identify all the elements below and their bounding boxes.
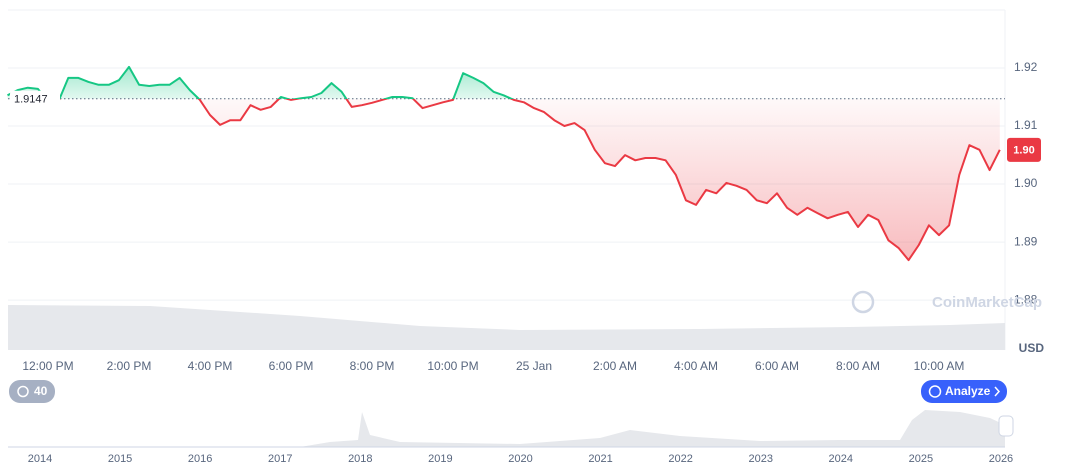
navigator-year: 2022 — [668, 453, 692, 465]
navigator-year: 2017 — [268, 453, 292, 465]
navigator-year: 2026 — [989, 453, 1013, 465]
badge-text[interactable]: 40 — [34, 384, 48, 398]
watermark: CoinMarketCap — [932, 294, 1042, 311]
analyze-icon[interactable] — [928, 385, 942, 398]
volume-area — [8, 305, 1005, 350]
navigator-year: 2018 — [348, 453, 372, 465]
badge[interactable]: 40 — [9, 380, 55, 403]
x-tick-label: 10:00 AM — [914, 359, 965, 373]
navigator-years: 2014 2015 2016 2017 2018 2019 2020 2021 2022 2023… — [28, 453, 1013, 465]
y-unit: USD — [1019, 341, 1045, 355]
area-fill — [7, 66, 1000, 261]
y-tick-label: 1.89 — [1014, 234, 1038, 248]
analyze-bg[interactable] — [921, 380, 1007, 403]
x-tick-label: 4:00 PM — [188, 359, 233, 373]
navigator-year: 2016 — [188, 453, 212, 465]
analyze-button[interactable]: Analyze — [921, 380, 1007, 403]
x-tick-label: 6:00 PM — [269, 359, 314, 373]
navigator-year: 2025 — [909, 453, 933, 465]
analyze-chevron[interactable] — [994, 386, 1001, 397]
navigator-handle[interactable] — [998, 415, 1014, 437]
y-tick-label: 1.91 — [1014, 118, 1038, 132]
y-tick-label: 1.92 — [1014, 60, 1038, 74]
price-tag — [1007, 137, 1041, 162]
navigator-year: 2023 — [748, 453, 772, 465]
watermark-logo — [851, 290, 875, 314]
price-tag-label: 1.90 — [1013, 145, 1034, 157]
analyze-text[interactable]: Analyze — [945, 384, 991, 398]
x-tick-label: 2:00 PM — [107, 359, 152, 373]
x-tick-label: 25 Jan — [516, 359, 552, 373]
navigator-year: 2021 — [588, 453, 612, 465]
x-tick-label: 2:00 AM — [593, 359, 637, 373]
badge-bg[interactable] — [9, 380, 55, 403]
badge-icon[interactable] — [17, 385, 29, 398]
navigator-year: 2014 — [28, 453, 52, 465]
navigator-year: 2020 — [508, 453, 532, 465]
x-tick-label: 6:00 AM — [755, 359, 799, 373]
y-tick-label: 1.90 — [1014, 176, 1038, 190]
x-tick-label: 8:00 PM — [350, 359, 395, 373]
x-tick-label: 10:00 PM — [427, 359, 478, 373]
x-tick-label: 12:00 PM — [22, 359, 73, 373]
y-tick-label: 1.88 — [1014, 292, 1038, 306]
navigator-year: 2015 — [108, 453, 132, 465]
price-line — [7, 65, 1001, 262]
plot-layer: 1.88 1.89 1.90 1.91 1.92 1.9147 1.90 12:00 PM 2:… — [7, 60, 1041, 373]
navigator-year: 2019 — [428, 453, 452, 465]
baseline-label: 1.9147 — [14, 94, 48, 106]
baseline-label-bg — [10, 90, 60, 107]
x-tick-label: 4:00 AM — [674, 359, 718, 373]
navigator-year: 2024 — [829, 453, 853, 465]
x-tick-label: 8:00 AM — [836, 359, 880, 373]
navigator-area — [8, 410, 1005, 447]
